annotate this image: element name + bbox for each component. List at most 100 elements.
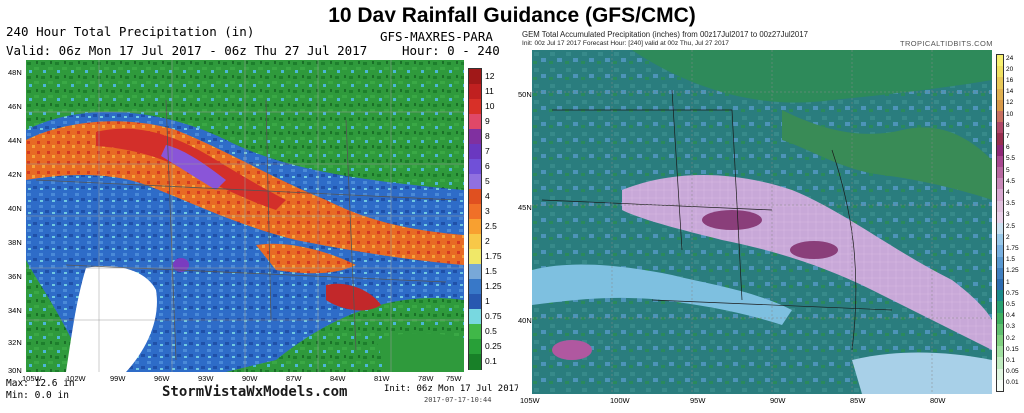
gfs-colorbar-label: 4 [485,190,490,201]
gfs-init: Init: 06z Mon 17 Jul 2017 [384,384,520,394]
gem-colorbar-label: 0.15 [1006,345,1019,353]
gfs-colorbar-swatch [468,174,482,190]
gfs-colorbar-swatch [468,264,482,280]
gfs-colorbar-label: 2.5 [485,220,497,231]
gem-panel: GEM Total Accumulated Precipitation (inc… [518,30,1020,410]
gem-colorbar-label: 20 [1006,65,1014,73]
gfs-colorbar-swatch [468,324,482,340]
gem-lon-label: 105W [520,396,540,405]
gfs-lat-label: 48N [8,68,22,77]
gem-colorbar-label: 1.25 [1006,267,1019,275]
gem-subtitle: Init: 00z Jul 17 2017 Forecast Hour: [24… [522,40,729,47]
gfs-precip-map [26,60,464,372]
gem-colorbar-label: 2.5 [1006,222,1016,230]
gem-colorbar-swatch [996,189,1004,202]
gem-colorbar-label: 7 [1006,133,1010,140]
gem-colorbar-label: 0.1 [1006,357,1016,364]
gfs-lon-label: 99W [110,374,126,383]
gfs-lon-label: 96W [154,374,170,383]
gem-colorbar-swatch [996,357,1004,370]
gem-title: GEM Total Accumulated Precipitation (inc… [522,30,808,39]
gem-lat-label: 50N [518,90,532,99]
gfs-colorbar-swatch [468,249,482,265]
gfs-colorbar-swatch [468,144,482,160]
gem-colorbar-swatch [996,200,1004,213]
gfs-lat-label: 42N [8,170,22,179]
gem-colorbar-swatch [996,111,1004,123]
gfs-colorbar-label: 5 [485,175,490,186]
gfs-colorbar-swatch [468,309,482,325]
gfs-colorbar-swatch [468,354,482,370]
gem-colorbar-label: 0.01 [1006,379,1019,387]
gem-colorbar-swatch [996,312,1004,325]
gem-colorbar-swatch [996,223,1004,235]
gem-lon-label: 85W [850,396,866,405]
gfs-colorbar-swatch [468,279,482,295]
gem-colorbar-swatch [996,66,1004,78]
gfs-lat-label: 34N [8,306,22,315]
gfs-lon-label: 84W [330,374,346,383]
gfs-colorbar-label: 7 [485,145,490,156]
gfs-colorbar-swatch [468,339,482,355]
gfs-lat-label: 44N [8,136,22,145]
gem-colorbar-label: 6 [1006,144,1010,152]
gfs-lon-label: 90W [242,374,258,383]
gem-colorbar-swatch [996,301,1004,314]
gfs-colorbar [468,68,482,370]
gem-brand: TROPICALTIDBITS.COM [900,39,993,48]
gfs-title: 240 Hour Total Precipitation (in) [6,24,255,39]
gem-colorbar-label: 0.05 [1006,368,1019,376]
gem-colorbar-swatch [996,279,1004,291]
gfs-colorbar-swatch [468,294,482,310]
gfs-colorbar-swatch [468,114,482,130]
gem-colorbar-label: 16 [1006,77,1014,84]
gem-lat-label: 45N [518,203,532,212]
gfs-colorbar-swatch [468,129,482,145]
gfs-panel: 240 Hour Total Precipitation (in) GFS-MA… [4,22,519,410]
gem-colorbar-swatch [996,245,1004,258]
gfs-colorbar-label: 0.75 [485,310,502,321]
gem-colorbar-label: 0.2 [1006,334,1016,342]
gem-colorbar-label: 4 [1006,189,1010,196]
gfs-colorbar-label: 11 [485,85,494,96]
gem-colorbar-swatch [996,55,1004,67]
gem-colorbar-swatch [996,379,1004,392]
gem-colorbar-swatch [996,77,1004,90]
gem-colorbar-swatch [996,88,1004,101]
gem-colorbar-label: 1.75 [1006,245,1019,252]
gfs-lon-label: 105W [22,374,42,383]
gfs-lat-label: 40N [8,204,22,213]
gem-colorbar-swatch [996,133,1004,146]
gem-colorbar-swatch [996,167,1004,179]
gem-colorbar-swatch [996,323,1004,336]
gfs-colorbar-label: 0.25 [485,340,502,351]
gem-colorbar-label: 10 [1006,110,1014,118]
gfs-colorbar-label: 0.1 [485,355,497,366]
gfs-min: Min: 0.0 in [6,390,69,401]
gfs-lat-label: 36N [8,272,22,281]
gem-colorbar-swatch [996,346,1004,358]
gem-colorbar-swatch [996,368,1004,381]
gfs-lon-label: 102W [66,374,86,383]
gfs-colorbar-swatch [468,69,482,85]
gfs-colorbar-swatch [468,159,482,175]
gem-colorbar-label: 2 [1006,233,1010,241]
gfs-lon-label: 78W [418,374,434,383]
gem-colorbar-swatch [996,155,1004,168]
gem-colorbar-swatch [996,211,1004,224]
gem-colorbar-label: 3.5 [1006,200,1016,208]
gem-colorbar-label: 0.3 [1006,323,1016,331]
gfs-colorbar-label: 12 [485,70,495,81]
gfs-colorbar-label: 2 [485,235,490,246]
gem-colorbar-label: 0.75 [1006,289,1019,297]
gfs-colorbar-labels: 12 11 10 9 8 7 6 5 4 3 2.5 2 1.75 1.5 1.25 1 0.75 0.5 0.25… [485,68,513,368]
gem-colorbar-swatch [996,144,1004,157]
gem-colorbar-label: 0.5 [1006,301,1016,308]
main-title: 10 Day Rainfall Guidance (GFS/CMC) [328,4,696,27]
gfs-lat-label: 46N [8,102,22,111]
gfs-colorbar-swatch [468,234,482,250]
gfs-lon-label: 81W [374,374,390,383]
gfs-colorbar-label: 0.5 [485,325,497,336]
gfs-stamp: 2017-07-17-10:44 [424,396,492,404]
gem-colorbar-label: 14 [1006,88,1014,96]
